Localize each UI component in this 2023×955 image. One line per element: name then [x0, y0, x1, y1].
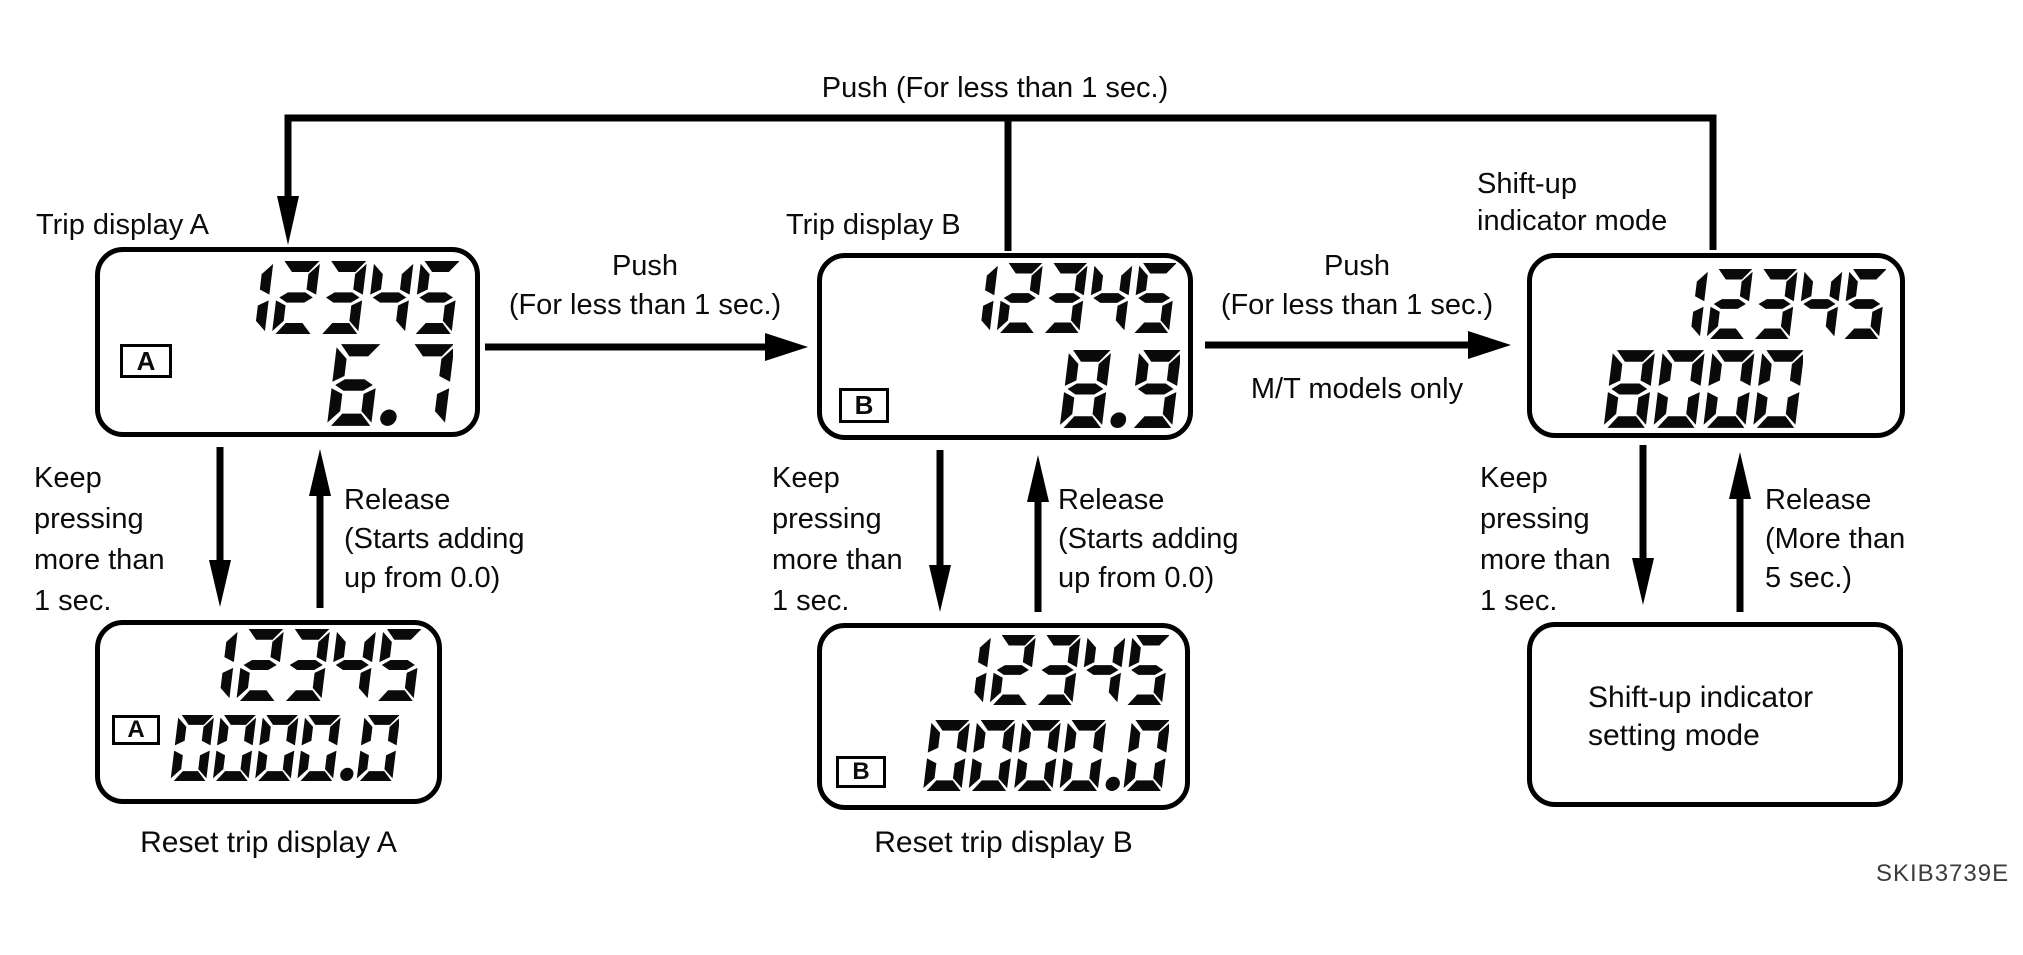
trip-a-display: A [95, 247, 480, 437]
hold-label-b: Keep pressing more than 1 sec. [772, 462, 903, 617]
reset-b-caption: Reset trip display B [874, 826, 1133, 859]
trip-a-odometer [218, 261, 459, 334]
trip-a-value [319, 344, 453, 426]
arrow-shift-release-up [1729, 452, 1751, 612]
trip-b-label: Trip display B [786, 209, 961, 241]
figure-code: SKIB3739E [1876, 860, 2010, 887]
shift-up-setting-label: Shift-up indicator setting mode [1588, 681, 1814, 752]
trip-b-odometer [945, 263, 1176, 333]
reset-a-value [164, 715, 399, 781]
trip-b-value [1052, 350, 1180, 428]
hold-label-shift: Keep pressing more than 1 sec. [1480, 462, 1611, 617]
a-to-b-push-label: Push [611, 250, 679, 282]
reset-a-odometer [183, 629, 421, 701]
reset-b-badge: B [836, 756, 886, 788]
arrow-shift-hold-down [1632, 445, 1654, 605]
release-label-b: Release (Starts adding up from 0.0) [1058, 484, 1239, 594]
b-to-shift-detail-label: (For less than 1 sec.) [1220, 289, 1494, 321]
top-loop-label: Push (For less than 1 sec.) [821, 72, 1169, 104]
shift-up-setting-box: Shift-up indicator setting mode [1527, 622, 1903, 807]
shift-up-odometer [1655, 269, 1886, 339]
arrow-b-release-up [1027, 455, 1049, 612]
arrow-a-to-b [485, 333, 808, 361]
arrow-a-release-up [309, 449, 331, 608]
trip-b-badge: B [839, 388, 889, 423]
reset-b-odometer [938, 635, 1169, 705]
trip-a-badge: A [120, 344, 172, 378]
reset-b-display: B [817, 623, 1190, 810]
release-label-a: Release (Starts adding up from 0.0) [344, 484, 525, 594]
a-to-b-detail-label: (For less than 1 sec.) [508, 289, 782, 321]
trip-a-label: Trip display A [36, 209, 209, 241]
shift-up-display [1527, 253, 1905, 438]
arrow-b-to-shift [1205, 331, 1511, 359]
reset-a-badge: A [112, 715, 160, 745]
trip-b-display: B [817, 253, 1193, 440]
arrow-a-hold-down [209, 447, 231, 607]
reset-b-value [916, 720, 1169, 791]
shift-up-value [1596, 350, 1803, 428]
reset-a-display: A [95, 620, 442, 804]
b-to-shift-push-label: Push [1323, 250, 1391, 282]
release-label-shift: Release (More than 5 sec.) [1765, 484, 1906, 594]
reset-a-caption: Reset trip display A [140, 826, 397, 859]
hold-label-a: Keep pressing more than 1 sec. [34, 462, 165, 617]
shift-up-mode-label: Shift-up indicator mode [1477, 168, 1668, 237]
mt-models-only-label: M/T models only [1250, 373, 1464, 405]
arrow-b-hold-down [929, 450, 951, 612]
